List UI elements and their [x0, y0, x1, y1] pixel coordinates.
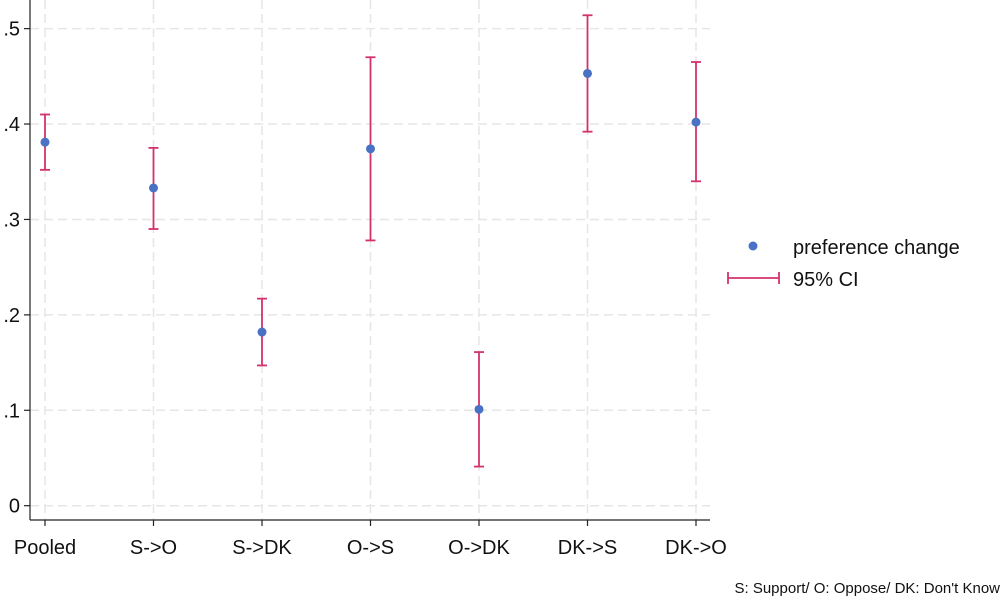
y-tick-label: .3	[3, 209, 20, 231]
y-tick-label: .5	[3, 19, 20, 41]
legend: preference change 95% CI	[727, 237, 960, 291]
abbreviation-note: S: Support/ O: Oppose/ DK: Don't Know	[734, 580, 1000, 597]
y-tick-label: .1	[3, 400, 20, 422]
data-point	[366, 144, 375, 154]
axis-layer: 0 .1 .2 .3 .4 .5 Pooled S->O S->DK O->S O->DK DK->S…	[3, 0, 727, 559]
x-tick-label: Pooled	[14, 537, 76, 559]
x-tick-label: S->DK	[232, 537, 292, 559]
y-tick-label: 0	[9, 496, 20, 518]
x-tick-label: O->DK	[448, 537, 510, 559]
legend-label-95-ci: 95% CI	[793, 269, 859, 291]
x-tick-label: O->S	[347, 537, 394, 559]
legend-point-marker	[748, 241, 758, 251]
x-tick-label: DK->S	[558, 537, 617, 559]
data-point	[40, 137, 50, 147]
legend-label-preference-change: preference change	[793, 237, 960, 259]
x-tick-label: DK->O	[665, 537, 727, 559]
data-point	[149, 183, 158, 193]
y-tick-label: .4	[3, 114, 20, 136]
data-point	[691, 117, 701, 127]
data-point	[474, 404, 484, 414]
data-point	[257, 327, 267, 337]
data-point	[583, 68, 592, 78]
y-tick-label: .2	[3, 305, 20, 327]
x-tick-label: S->O	[130, 537, 177, 559]
point-layer	[40, 68, 701, 414]
